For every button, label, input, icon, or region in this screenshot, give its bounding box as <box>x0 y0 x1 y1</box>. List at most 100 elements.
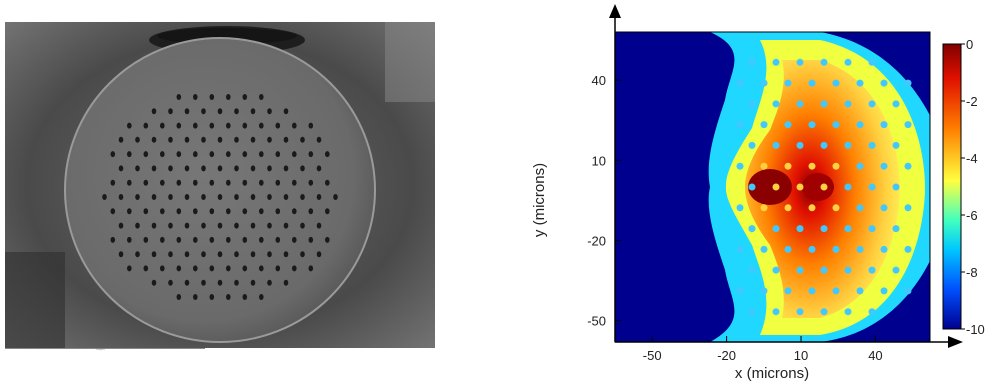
air-hole <box>151 136 157 143</box>
air-hole <box>217 251 223 258</box>
air-hole <box>143 208 149 215</box>
field-hole <box>748 183 756 191</box>
field-hole <box>784 245 792 253</box>
colorbar <box>942 43 962 330</box>
field-hole <box>784 287 792 295</box>
scale-bar-label: 10μm <box>96 347 105 351</box>
air-hole <box>316 222 322 229</box>
field-hole <box>736 162 744 170</box>
air-hole <box>160 236 165 243</box>
air-hole <box>242 179 248 186</box>
air-hole <box>316 251 322 258</box>
air-hole <box>250 251 256 258</box>
air-hole <box>143 265 149 272</box>
air-hole <box>259 265 264 272</box>
field-hole <box>820 58 828 66</box>
air-hole <box>184 108 190 115</box>
air-hole <box>292 151 297 158</box>
air-hole <box>151 279 157 286</box>
field-hole <box>868 308 876 316</box>
field-hole <box>796 100 804 108</box>
air-hole <box>267 279 272 286</box>
field-hole <box>784 204 792 212</box>
colorbar-tick-label: -2 <box>966 94 978 109</box>
air-hole <box>275 122 281 129</box>
air-hole <box>283 165 289 172</box>
air-hole <box>168 194 173 200</box>
field-hole <box>880 204 888 212</box>
field-hole <box>808 162 816 170</box>
field-pattern <box>708 32 930 342</box>
field-hole <box>796 266 804 274</box>
air-hole <box>283 222 289 229</box>
air-hole <box>143 122 149 129</box>
air-hole <box>292 236 297 243</box>
air-hole <box>176 122 182 129</box>
air-hole <box>259 236 264 243</box>
air-hole <box>118 251 124 258</box>
air-hole <box>217 108 223 115</box>
air-hole <box>226 151 231 158</box>
air-hole <box>168 251 173 258</box>
air-hole <box>209 122 215 129</box>
field-hole <box>844 141 852 149</box>
y-axis-arrow-icon <box>609 4 621 18</box>
field-hole <box>748 266 756 274</box>
air-hole <box>135 165 140 172</box>
air-hole <box>242 236 248 243</box>
air-hole <box>217 222 223 229</box>
field-hole <box>880 121 888 129</box>
air-hole <box>325 179 330 186</box>
air-hole <box>118 165 124 172</box>
air-hole <box>316 136 322 143</box>
field-hole <box>832 204 840 212</box>
air-hole <box>250 136 256 143</box>
field-hole <box>856 79 864 87</box>
field-hole <box>880 79 888 87</box>
air-hole <box>127 151 132 158</box>
field-hole <box>820 183 828 191</box>
air-hole <box>242 294 248 300</box>
air-hole <box>118 194 124 200</box>
air-hole <box>201 136 206 143</box>
field-hole <box>820 141 828 149</box>
air-hole <box>201 222 206 229</box>
scale-bar <box>5 348 205 354</box>
x-tick-label: 10 <box>794 348 808 363</box>
air-hole <box>267 222 272 229</box>
x-axis-arrow-icon <box>948 336 963 348</box>
field-hole <box>868 225 876 233</box>
air-hole <box>135 222 140 229</box>
field-hole <box>892 100 900 108</box>
field-hole <box>808 204 816 212</box>
air-hole <box>226 236 231 243</box>
air-hole <box>193 208 198 215</box>
field-hole <box>844 225 852 233</box>
air-hole <box>127 122 132 129</box>
field-hole <box>880 245 888 253</box>
air-hole <box>234 222 239 229</box>
air-hole <box>250 222 256 229</box>
colorbar-tick-label: -6 <box>966 208 978 223</box>
air-hole <box>127 236 132 243</box>
air-hole <box>160 179 165 186</box>
air-hole <box>184 222 190 229</box>
air-hole <box>176 208 182 215</box>
field-hole <box>880 287 888 295</box>
air-hole <box>176 179 182 186</box>
air-hole <box>151 251 157 258</box>
air-hole <box>259 294 264 300</box>
air-hole <box>234 165 239 172</box>
field-hole <box>760 162 768 170</box>
field-hole <box>772 266 780 274</box>
air-hole <box>300 136 305 143</box>
air-hole <box>300 222 305 229</box>
air-hole <box>242 208 248 215</box>
air-hole <box>300 165 305 172</box>
air-hole <box>209 151 215 158</box>
air-hole <box>184 251 190 258</box>
air-hole <box>209 208 215 215</box>
x-tick-label: -20 <box>717 348 736 363</box>
air-hole <box>184 136 190 143</box>
